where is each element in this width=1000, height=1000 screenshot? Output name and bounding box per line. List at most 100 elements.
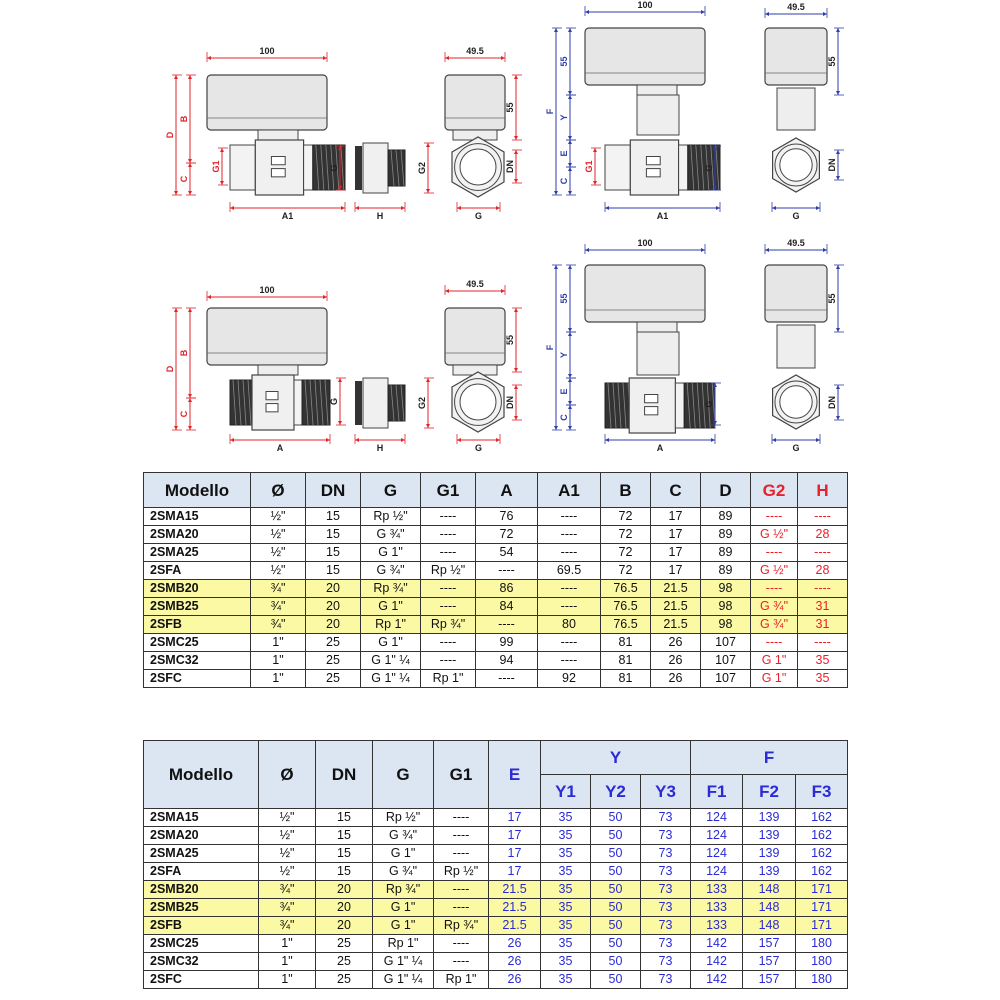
model-cell: 2SMB25 — [143, 898, 259, 917]
table-cell: 17 — [488, 826, 541, 845]
table-cell: ---- — [420, 543, 476, 562]
dimension-arrow — [220, 181, 224, 185]
dimension-arrow — [585, 248, 589, 252]
dimension-arrow — [554, 265, 558, 269]
table-cell: 76.5 — [600, 579, 651, 598]
thread-line — [330, 144, 335, 191]
body-marking — [265, 403, 279, 413]
dimension-arrow — [230, 438, 234, 442]
dimension-arrow — [207, 295, 211, 299]
dimension-label: 100 — [637, 238, 652, 248]
port-bore — [459, 383, 497, 421]
table-cell: ---- — [475, 561, 538, 580]
table-cell: 35 — [540, 862, 591, 881]
table-cell: 35 — [540, 826, 591, 845]
thread-line — [335, 144, 340, 191]
table-cell: 72 — [600, 525, 651, 544]
dimension-label: G — [329, 164, 339, 171]
model-cell: 2SMC32 — [143, 952, 259, 971]
table-cell: 20 — [315, 898, 373, 917]
table-cell: ---- — [537, 579, 601, 598]
table-cell: 107 — [700, 669, 751, 688]
table-cell: 17 — [650, 561, 701, 580]
table-cell: 35 — [540, 970, 591, 989]
dimension-arrow — [514, 136, 518, 140]
table-cell: 20 — [305, 579, 361, 598]
table-cell: 171 — [795, 880, 849, 899]
dimension-arrow — [514, 416, 518, 420]
header-col-11: H — [797, 472, 848, 508]
dimension-arrow — [568, 95, 572, 99]
table-cell: G ¾" — [372, 862, 434, 881]
table-cell: G 1" — [360, 543, 421, 562]
table-cell: 50 — [590, 916, 641, 935]
table-cell: 162 — [795, 808, 849, 827]
dimension-label: G — [792, 443, 799, 453]
dimension-arrow — [836, 28, 840, 32]
table-cell: 180 — [795, 970, 849, 989]
dimension-arrow — [174, 191, 178, 195]
table-cell: 133 — [690, 898, 744, 917]
body-neck — [293, 379, 303, 426]
header-modello: Modello — [143, 472, 251, 508]
body-marking — [265, 391, 279, 401]
table-cell: 157 — [742, 952, 797, 971]
valve-body — [629, 139, 680, 196]
dimension-arrow — [501, 289, 505, 293]
table-cell: ---- — [537, 597, 601, 616]
table-cell: G 1" — [750, 669, 798, 688]
header-y1: Y1 — [540, 774, 591, 809]
table-cell: 35 — [797, 669, 848, 688]
thread-line — [400, 149, 405, 187]
actuator-housing — [764, 27, 828, 86]
thread-line — [232, 379, 237, 426]
header-e: E — [488, 740, 541, 809]
table-cell: 139 — [742, 808, 797, 827]
dimension-arrow — [326, 438, 330, 442]
table-cell: 15 — [315, 826, 373, 845]
table-row: 2SMA25 ½" 15 G 1" ---- 54 ---- 72 17 89 ---- ---- — [143, 543, 848, 562]
header-g1: G1 — [433, 740, 489, 809]
table-cell: ---- — [750, 507, 798, 526]
dimension-label: H — [377, 443, 384, 453]
thread — [387, 149, 406, 187]
dimension-label: DN — [505, 160, 515, 173]
thread-line — [390, 384, 395, 422]
model-cell: 2SMA15 — [143, 507, 251, 526]
table-cell: 180 — [795, 952, 849, 971]
table-cell: 92 — [537, 669, 601, 688]
table-cell: 26 — [488, 952, 541, 971]
dimension-arrow — [445, 289, 449, 293]
union-nut — [362, 377, 389, 429]
dimension-label: 100 — [259, 46, 274, 56]
table-cell: ---- — [433, 826, 489, 845]
dimension-label: 55 — [505, 102, 515, 112]
body-marking — [644, 394, 659, 404]
table-cell: 80 — [537, 615, 601, 634]
table-cell: 21.5 — [488, 916, 541, 935]
table-cell: ---- — [537, 525, 601, 544]
header-col-1: Ø — [250, 472, 306, 508]
body-neck — [674, 382, 685, 429]
table-cell: 21.5 — [488, 880, 541, 899]
table-cell: 26 — [650, 633, 701, 652]
table-cell: 15 — [305, 525, 361, 544]
table-cell: 26 — [650, 669, 701, 688]
table-row: 2SFC 1" 25 G 1" ¼ Rp 1" ---- 92 81 26 107 G 1" 35 — [143, 669, 848, 688]
table-cell: 89 — [700, 507, 751, 526]
dimension-arrow — [713, 383, 717, 387]
table-cell: G ½" — [750, 561, 798, 580]
table-cell: 162 — [795, 826, 849, 845]
table-cell: ---- — [537, 507, 601, 526]
table-row: 2SMB20 ¾" 20 Rp ¾" ---- 86 ---- 76.5 21.5 98 ---- -… — [143, 579, 848, 598]
table-cell: ---- — [420, 579, 476, 598]
table-cell: 17 — [488, 808, 541, 827]
thread-line — [325, 144, 330, 191]
header-group-f: F — [690, 740, 849, 775]
adaptor-bracket — [636, 331, 680, 376]
table-cell: Rp ½" — [372, 808, 434, 827]
header-col-3: G — [360, 472, 421, 508]
header-col-7: B — [600, 472, 651, 508]
table-cell: G 1" — [372, 898, 434, 917]
dimension-arrow — [554, 426, 558, 430]
